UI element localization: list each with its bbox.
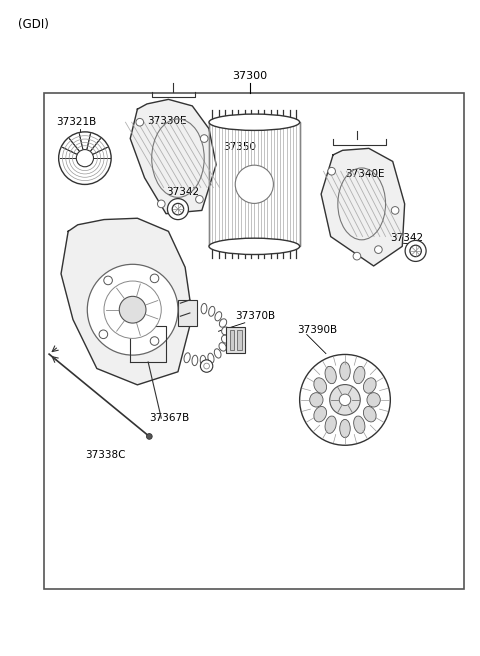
Ellipse shape <box>157 200 165 208</box>
Ellipse shape <box>87 264 178 355</box>
Bar <box>209 122 300 247</box>
Ellipse shape <box>410 245 421 256</box>
Ellipse shape <box>325 366 336 384</box>
Ellipse shape <box>184 353 190 363</box>
Ellipse shape <box>367 393 380 407</box>
Ellipse shape <box>235 165 274 203</box>
Ellipse shape <box>192 356 198 365</box>
Ellipse shape <box>219 342 226 351</box>
Ellipse shape <box>219 319 227 327</box>
Ellipse shape <box>200 360 213 372</box>
Text: 37300: 37300 <box>232 71 267 81</box>
Ellipse shape <box>340 362 350 380</box>
Ellipse shape <box>300 354 390 445</box>
Ellipse shape <box>221 335 229 343</box>
Ellipse shape <box>136 119 144 126</box>
Ellipse shape <box>104 281 161 338</box>
Ellipse shape <box>374 246 382 253</box>
Ellipse shape <box>325 416 336 434</box>
Ellipse shape <box>150 274 159 283</box>
Ellipse shape <box>310 393 323 407</box>
Bar <box>229 330 234 350</box>
Text: 37342: 37342 <box>390 233 423 243</box>
Polygon shape <box>130 99 216 214</box>
Ellipse shape <box>59 132 111 184</box>
Ellipse shape <box>196 195 203 203</box>
Ellipse shape <box>201 304 207 314</box>
Ellipse shape <box>330 384 360 415</box>
Ellipse shape <box>405 240 426 262</box>
Ellipse shape <box>354 366 365 384</box>
Ellipse shape <box>363 378 376 393</box>
Ellipse shape <box>363 407 376 422</box>
Ellipse shape <box>354 416 365 434</box>
Text: 37321B: 37321B <box>56 117 96 127</box>
Ellipse shape <box>208 353 214 363</box>
Polygon shape <box>61 218 192 385</box>
Ellipse shape <box>339 394 351 405</box>
Ellipse shape <box>119 297 146 323</box>
Ellipse shape <box>314 378 326 393</box>
Ellipse shape <box>76 150 94 167</box>
Ellipse shape <box>150 337 159 345</box>
Polygon shape <box>321 148 405 266</box>
Ellipse shape <box>391 207 399 215</box>
Ellipse shape <box>209 306 215 316</box>
Ellipse shape <box>200 356 206 366</box>
Ellipse shape <box>214 349 221 358</box>
Text: 37390B: 37390B <box>297 325 337 335</box>
Bar <box>178 300 197 326</box>
Ellipse shape <box>353 253 361 260</box>
Ellipse shape <box>209 114 300 131</box>
Ellipse shape <box>215 312 222 321</box>
Ellipse shape <box>204 363 209 369</box>
Text: 37370B: 37370B <box>235 312 276 321</box>
Ellipse shape <box>200 134 208 142</box>
Bar <box>237 330 242 350</box>
Bar <box>44 93 464 589</box>
Ellipse shape <box>168 199 189 220</box>
Text: 37342: 37342 <box>166 188 199 197</box>
Ellipse shape <box>340 419 350 438</box>
Ellipse shape <box>314 407 326 422</box>
Ellipse shape <box>146 434 152 440</box>
Ellipse shape <box>328 167 336 175</box>
Ellipse shape <box>99 330 108 338</box>
Text: (GDI): (GDI) <box>18 18 49 31</box>
Bar <box>226 327 245 353</box>
Text: 37330E: 37330E <box>147 115 186 125</box>
Ellipse shape <box>172 203 184 215</box>
Text: 37367B: 37367B <box>149 413 190 422</box>
Ellipse shape <box>104 276 112 285</box>
Text: 37350: 37350 <box>223 142 256 152</box>
Ellipse shape <box>209 238 300 255</box>
Text: 37340E: 37340E <box>345 169 384 179</box>
Ellipse shape <box>222 327 229 335</box>
Text: 37338C: 37338C <box>85 450 125 460</box>
